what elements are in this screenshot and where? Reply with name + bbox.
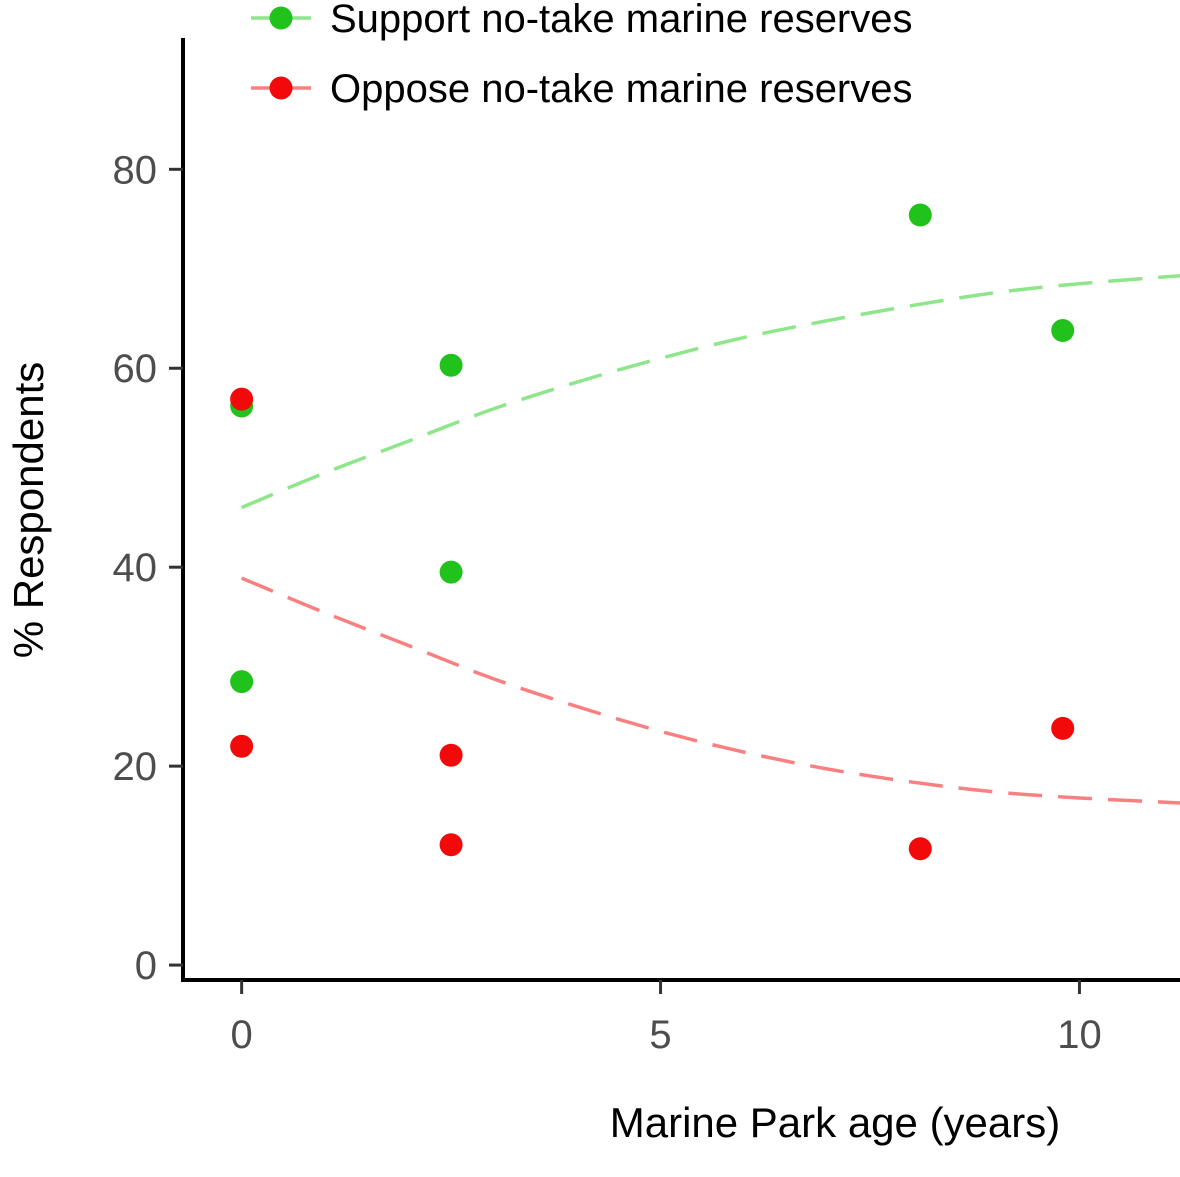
x-axis-title: Marine Park age (years) bbox=[610, 1099, 1061, 1146]
y-tick-label: 60 bbox=[113, 347, 158, 391]
data-point-support bbox=[439, 353, 463, 377]
x-tick-label: 10 bbox=[1057, 1013, 1102, 1057]
data-point-oppose bbox=[230, 387, 254, 411]
legend: Support no-take marine reserves Oppose no… bbox=[251, 0, 913, 111]
data-point-oppose bbox=[1051, 716, 1075, 740]
legend-key-point bbox=[269, 6, 293, 30]
y-tick-label: 20 bbox=[113, 745, 158, 789]
legend-key-point bbox=[269, 76, 293, 100]
x-tick-label: 0 bbox=[231, 1013, 253, 1057]
data-point-support bbox=[1051, 318, 1075, 342]
legend-label: Support no-take marine reserves bbox=[330, 0, 913, 41]
data-point-oppose bbox=[439, 833, 463, 857]
data-point-support bbox=[230, 670, 254, 694]
trend-lines bbox=[240, 273, 1180, 805]
data-point-support bbox=[908, 203, 932, 227]
y-tick-label: 80 bbox=[113, 148, 158, 192]
data-point-oppose bbox=[230, 734, 254, 758]
y-tick-label: 40 bbox=[113, 546, 158, 590]
data-point-support bbox=[439, 560, 463, 584]
data-points bbox=[230, 203, 1075, 861]
legend-label: Oppose no-take marine reserves bbox=[330, 67, 913, 111]
y-tick-label: 0 bbox=[135, 944, 157, 988]
data-point-oppose bbox=[908, 837, 932, 861]
axes: 0 20 40 60 80 0 5 10 bbox=[113, 38, 1180, 1057]
trend-line-support bbox=[240, 273, 1180, 510]
x-tick-label: 5 bbox=[649, 1013, 671, 1057]
data-point-oppose bbox=[439, 743, 463, 767]
y-axis-title: % Respondents bbox=[5, 362, 52, 659]
trend-line-oppose bbox=[240, 576, 1180, 805]
